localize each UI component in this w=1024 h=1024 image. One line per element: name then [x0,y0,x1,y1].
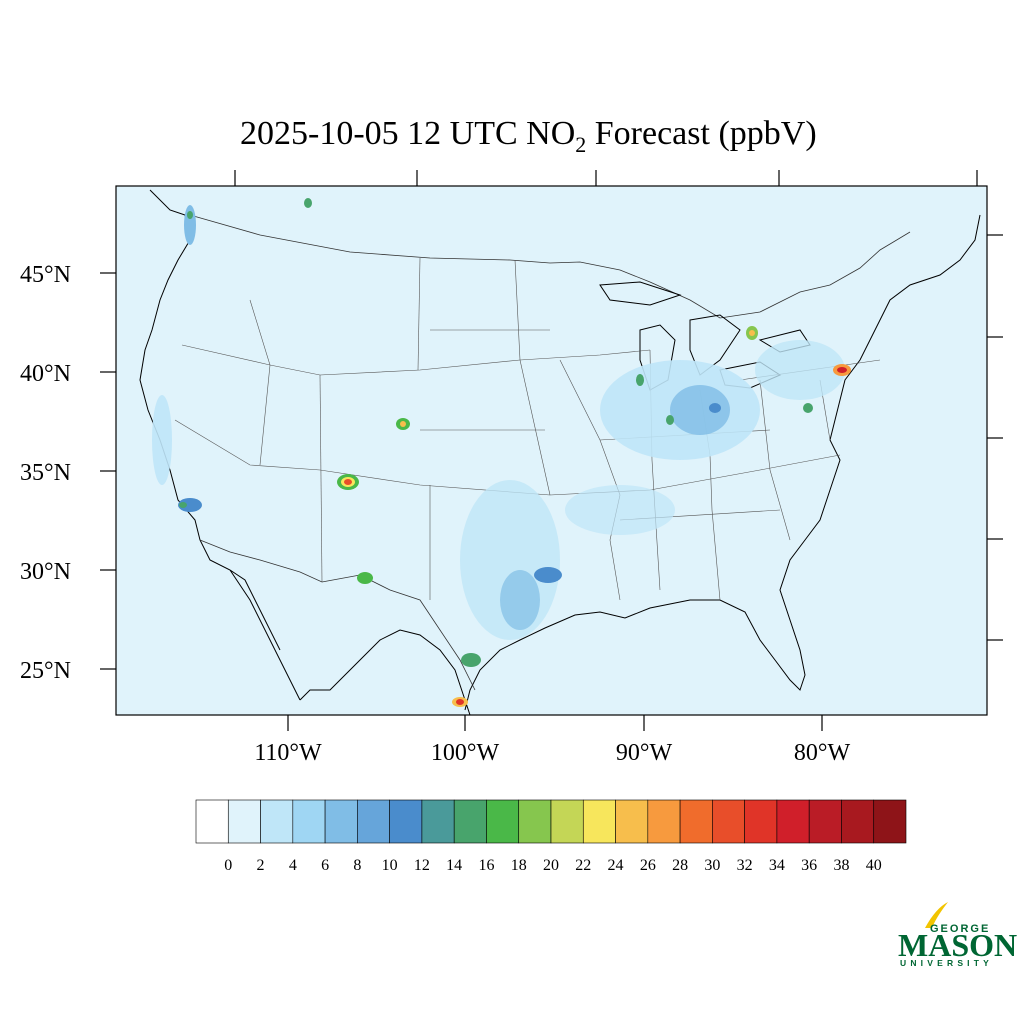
longitude-labels: 110°W 100°W 90°W 80°W [254,740,850,766]
title-subscript: 2 [575,132,586,157]
logo-flame-icon [925,902,948,928]
chart-title: 2025-10-05 12 UTC NO2 Forecast (ppbV) [240,115,817,157]
colorbar-tick-label: 22 [575,857,591,874]
colorbar-swatch [873,799,907,844]
colorbar-swatch [389,799,423,844]
colorbar-swatch [453,799,487,844]
colorbar-swatch [712,799,745,844]
colorbar-swatch [260,799,294,844]
map-ticks [100,170,1003,731]
colorbar-swatch [227,799,261,844]
colorbar-swatch [647,799,681,844]
colorbar-swatch [550,799,584,844]
lat-label: 40°N [20,361,71,387]
lon-label: 80°W [794,740,851,766]
colorbar-tick-label: 18 [511,857,527,874]
colorbar-swatch [744,799,778,844]
colorbar-swatch [615,799,649,844]
colorbar-swatch [421,799,455,844]
colorbar-swatch [324,799,358,844]
colorbar-swatch [486,799,520,844]
no2-southeast [565,485,675,535]
latitude-labels: 45°N 40°N 35°N 30°N 25°N [20,262,71,684]
title-rest: Forecast (ppbV) [586,115,816,152]
colorbar-tick-label: 28 [672,857,688,874]
no2-california-valley [152,395,172,485]
colorbar-tick-label: 6 [321,857,329,874]
no2-field [152,198,851,707]
map-frame [115,185,988,716]
colorbar-tick-label: 34 [769,857,785,874]
lat-label: 45°N [20,262,71,288]
colorbar-tick-label: 26 [640,857,656,874]
colorbar-tick-label: 12 [414,857,430,874]
us-canada-border [189,214,911,319]
colorbar-tick-label: 40 [866,857,882,874]
colorbar-swatch [292,799,326,844]
lat-label: 30°N [20,559,71,585]
lon-label: 110°W [254,740,322,766]
map-background [116,186,987,715]
colorbar-swatch [679,799,713,844]
colorbar-labels: 0 2 4 6 8 10 12 14 16 18 20 22 24 26 28 30 32 34 36 38 40 [224,857,881,874]
colorbar-swatch [518,799,552,844]
colorbar-swatch [357,799,390,844]
colorbar-tick-label: 2 [257,857,265,874]
colorbar-tick-label: 20 [543,857,559,874]
lon-label: 90°W [616,740,673,766]
colorbar-tick-label: 4 [289,857,297,874]
colorbar-tick-label: 0 [224,857,232,874]
no2-northeast [755,340,845,400]
title-main: 2025-10-05 12 UTC NO [240,115,575,152]
colorbar-swatch [195,799,229,844]
colorbar-tick-label: 32 [737,857,753,874]
mexico-coast [299,629,471,716]
colorbar-tick-label: 24 [608,857,624,874]
colorbar-swatch [776,799,810,844]
colorbar-tick-label: 36 [801,857,817,874]
colorbar-tick-label: 30 [704,857,720,874]
lat-label: 25°N [20,658,71,684]
map-panel: 45°N 40°N 35°N 30°N 25°N 110°W 100°W 90°… [20,170,1003,766]
lat-label: 35°N [20,460,71,486]
colorbar-tick-label: 16 [478,857,494,874]
gulf-coast [464,214,981,711]
colorbar-swatch [582,799,616,844]
logo-bottom-text: UNIVERSITY [900,958,993,968]
colorbar-swatch [808,799,842,844]
gmu-logo: GEORGE MASON UNIVERSITY [898,902,1017,968]
colorbar-swatch [841,799,875,844]
colorbar-tick-label: 14 [446,857,462,874]
logo-main-text: MASON [898,927,1017,963]
colorbar-tick-label: 38 [833,857,849,874]
colorbar [195,799,907,844]
logo-top-text: GEORGE [930,923,990,935]
lon-label: 100°W [431,740,500,766]
colorbar-tick-label: 8 [353,857,361,874]
colorbar-tick-label: 10 [382,857,398,874]
